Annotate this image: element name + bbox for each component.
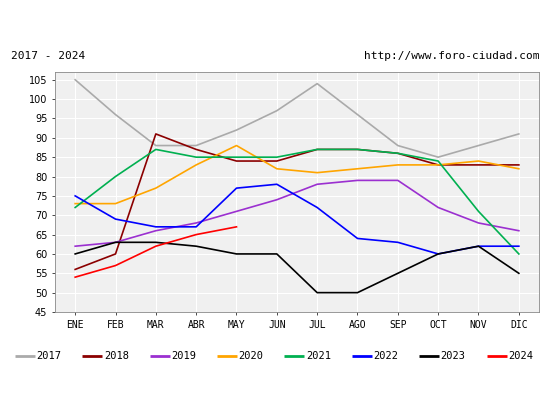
Text: 2021: 2021: [306, 351, 331, 361]
Text: Evolucion del paro registrado en Torre de Juan Abad: Evolucion del paro registrado en Torre d…: [62, 14, 488, 28]
Text: 2017: 2017: [36, 351, 62, 361]
Text: 2017 - 2024: 2017 - 2024: [11, 51, 85, 61]
Text: 2018: 2018: [104, 351, 129, 361]
Text: 2024: 2024: [508, 351, 533, 361]
Text: http://www.foro-ciudad.com: http://www.foro-ciudad.com: [364, 51, 539, 61]
Text: 2019: 2019: [171, 351, 196, 361]
Text: 2022: 2022: [373, 351, 398, 361]
Text: 2023: 2023: [441, 351, 466, 361]
Text: 2020: 2020: [239, 351, 263, 361]
